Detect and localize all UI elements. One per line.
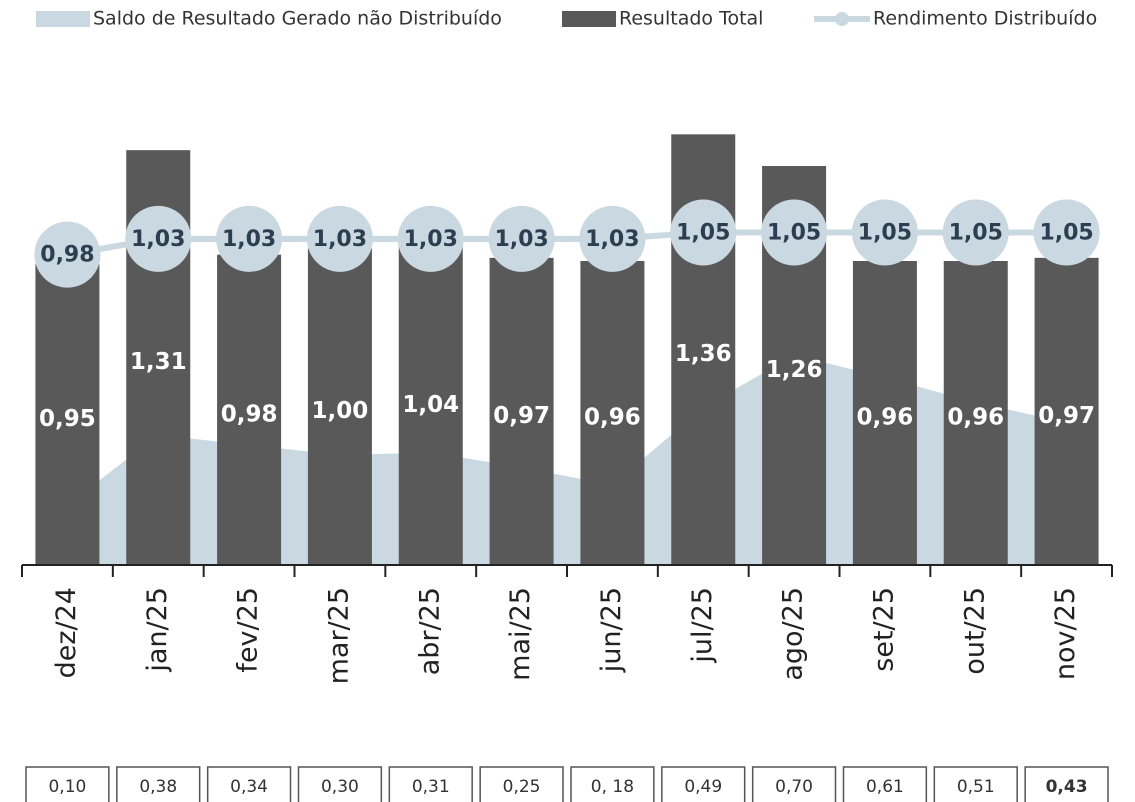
line-marker <box>670 199 737 266</box>
bar <box>943 261 1008 565</box>
line-label: 1,05 <box>676 221 730 246</box>
x-tick-label: dez/24 <box>51 587 82 678</box>
bar-label: 0,97 <box>493 403 550 429</box>
line-marker <box>397 205 464 272</box>
bar <box>1034 257 1099 565</box>
x-tick-label: ago/25 <box>778 587 809 681</box>
legend-swatch-area <box>36 11 90 27</box>
value-box-label: 0,61 <box>866 777 904 797</box>
line-marker <box>216 205 283 272</box>
value-box <box>206 766 292 802</box>
x-tick-label: nov/25 <box>1050 587 1081 680</box>
bar <box>398 235 463 565</box>
bar <box>489 257 554 565</box>
bar-label: 0,98 <box>221 401 278 427</box>
x-tick-label: jan/25 <box>142 587 173 673</box>
line-marker <box>125 205 192 272</box>
value-box-label: 0,38 <box>139 777 177 797</box>
line-label: 1,05 <box>1039 221 1093 246</box>
x-tick-label: jun/25 <box>596 587 627 673</box>
value-box <box>116 766 201 802</box>
value-box-label: 0,10 <box>48 777 86 797</box>
bar-label: 1,04 <box>402 392 459 418</box>
bar-label: 1,36 <box>675 341 732 367</box>
value-box <box>751 766 837 802</box>
value-box-label: 0,43 <box>1046 777 1088 797</box>
line-marker <box>1033 199 1100 266</box>
value-box-label: 0,25 <box>503 777 541 797</box>
value-box <box>25 766 110 802</box>
bar-label: 1,31 <box>130 349 187 375</box>
line-label: 1,05 <box>949 221 1003 246</box>
legend-label: Saldo de Resultado Gerado não Distribuíd… <box>93 8 502 30</box>
line-marker <box>942 199 1009 266</box>
bar-label: 0,96 <box>857 405 914 431</box>
bar <box>580 261 645 565</box>
x-tick-label: jul/25 <box>687 587 718 664</box>
value-box-label: 0,31 <box>412 777 450 797</box>
bar <box>307 248 372 566</box>
value-box <box>570 766 655 802</box>
line-label: 1,05 <box>767 221 821 246</box>
bar-label: 0,96 <box>947 405 1004 431</box>
value-box <box>479 766 564 802</box>
legend-swatch-marker <box>835 12 849 26</box>
x-tick-label: fev/25 <box>233 587 264 673</box>
value-box <box>933 766 1018 802</box>
legend-label: Rendimento Distribuído <box>873 8 1097 30</box>
line-marker <box>579 205 646 272</box>
line-label: 1,03 <box>222 227 276 252</box>
line-marker <box>488 205 555 272</box>
value-box-label: 0,51 <box>957 777 995 797</box>
value-box-label: 0, 18 <box>591 777 634 797</box>
x-tick-label: abr/25 <box>414 587 445 675</box>
line-label: 1,03 <box>494 227 548 252</box>
x-tick-label: set/25 <box>868 587 899 672</box>
line-label: 1,03 <box>585 227 639 252</box>
line-marker <box>851 199 918 266</box>
value-box-label: 0,70 <box>775 777 813 797</box>
bar <box>217 254 282 565</box>
bar-label: 0,96 <box>584 405 641 431</box>
line-marker <box>761 199 828 266</box>
x-tick-label: out/25 <box>959 587 990 675</box>
legend-label: Resultado Total <box>619 8 763 30</box>
line-label: 0,98 <box>40 243 94 268</box>
x-tick-label: mai/25 <box>505 587 536 681</box>
value-box <box>1024 766 1109 802</box>
line-marker <box>34 221 101 288</box>
line-label: 1,03 <box>404 227 458 252</box>
value-box <box>661 766 746 802</box>
value-box <box>297 766 383 802</box>
value-box <box>388 766 473 802</box>
bar <box>35 264 100 565</box>
x-tick-label: mar/25 <box>323 587 354 684</box>
value-box-label: 0,30 <box>321 777 359 797</box>
line-marker <box>306 205 373 272</box>
bar-label: 0,95 <box>39 406 96 432</box>
value-box-label: 0,34 <box>230 777 268 797</box>
bar-label: 1,26 <box>766 357 823 383</box>
value-box-label: 0,49 <box>684 777 722 797</box>
line-label: 1,03 <box>131 227 185 252</box>
legend-swatch-bar <box>562 11 616 27</box>
line-label: 1,03 <box>313 227 367 252</box>
line-label: 1,05 <box>858 221 912 246</box>
bar <box>852 261 917 565</box>
bar-label: 0,97 <box>1038 403 1095 429</box>
bar-label: 1,00 <box>312 398 369 424</box>
value-box <box>842 766 928 802</box>
